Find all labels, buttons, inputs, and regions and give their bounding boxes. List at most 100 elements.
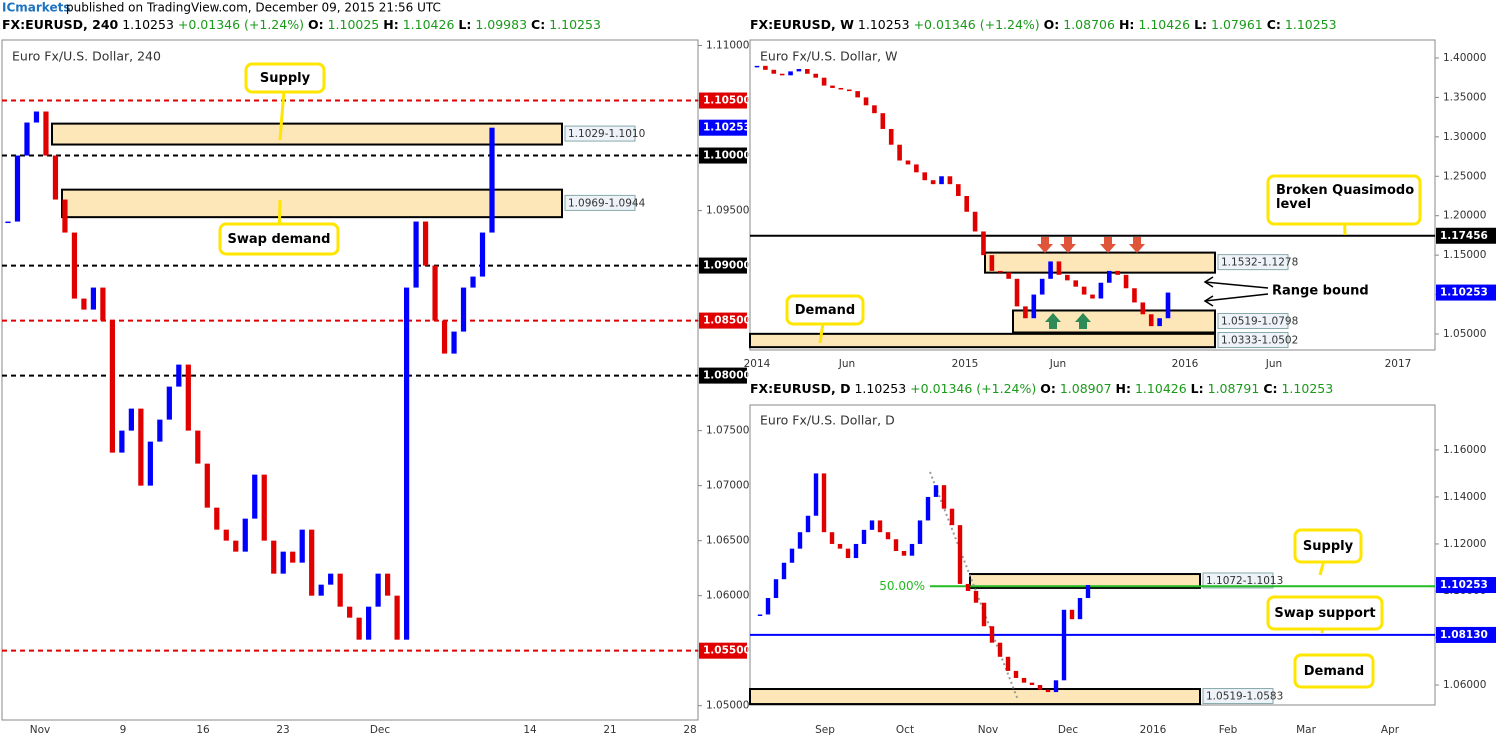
candle <box>290 551 296 563</box>
callout-text: Supply <box>1303 539 1354 554</box>
arrow-marker <box>1060 237 1076 253</box>
level-label: 1.05500 <box>703 645 751 657</box>
ohlc: 1.10253 <box>1285 17 1337 32</box>
y-tick-label: 1.20000 <box>1443 210 1486 222</box>
candle <box>1073 280 1079 287</box>
candle <box>973 590 979 603</box>
level-label: 1.08130 <box>1440 629 1488 641</box>
candle <box>109 320 116 453</box>
candle <box>24 122 30 156</box>
candle <box>1053 680 1059 693</box>
candle <box>233 540 239 552</box>
ohlc: 1.10253 <box>549 17 601 32</box>
candle <box>821 77 827 86</box>
x-tick-label: Oct <box>896 724 914 736</box>
zone-label-box <box>1217 331 1289 348</box>
zone-label: 1.1532-1.1278 <box>1221 257 1298 269</box>
candle <box>1023 306 1028 319</box>
candle <box>897 144 902 161</box>
candle <box>947 176 953 185</box>
x-tick-label: Dec <box>370 724 391 736</box>
x-tick-label: Jun <box>1049 358 1066 370</box>
x-tick-label: Feb <box>1219 724 1238 736</box>
y-tick-label: 1.06000 <box>706 590 749 602</box>
zone-label-box <box>564 194 636 211</box>
level-label: 1.08000 <box>703 370 751 382</box>
callout-box <box>1266 595 1384 631</box>
candle <box>195 430 201 464</box>
zone <box>749 688 1201 706</box>
candle <box>964 195 970 212</box>
level-label: 1.10000 <box>703 150 751 162</box>
candle <box>1005 656 1011 671</box>
level-label-box <box>699 147 747 164</box>
ohlc: O: <box>1044 17 1060 32</box>
chart-panel: FX:EURUSD, W 1.10253 +0.01346 (+1.24%) O… <box>744 17 1496 370</box>
candle <box>1123 274 1129 289</box>
candle <box>909 543 915 556</box>
zone-label: 1.1072-1.1013 <box>1206 575 1283 587</box>
y-tick-label: 1.06500 <box>706 535 749 547</box>
candle <box>901 551 907 556</box>
candle <box>829 532 835 544</box>
candle <box>166 386 172 420</box>
candle <box>62 199 68 233</box>
x-tick-label: Jun <box>838 358 855 370</box>
candle <box>81 298 87 310</box>
candle <box>1085 585 1091 599</box>
chart-title: Euro Fx/U.S. Dollar, D <box>760 413 895 428</box>
callout-arrow-head <box>1203 295 1214 307</box>
candle <box>470 276 476 288</box>
candle <box>33 111 40 123</box>
candle <box>788 71 793 76</box>
x-tick-label: 2015 <box>952 358 979 370</box>
candle <box>432 265 438 321</box>
zone <box>969 573 1201 589</box>
candle <box>1039 278 1045 295</box>
candle <box>933 485 939 497</box>
y-tick-label: 1.05000 <box>706 700 749 712</box>
level-label: 1.10500 <box>703 95 751 107</box>
y-tick-label: 1.07000 <box>706 480 749 492</box>
candle <box>997 642 1003 657</box>
candle <box>328 573 334 585</box>
candle <box>779 73 785 76</box>
candle <box>100 287 106 321</box>
candle <box>1037 685 1043 690</box>
chart-header: FX:EURUSD, D 1.10253 +0.01346 (+1.24%) O… <box>750 381 1333 396</box>
candle <box>1006 272 1011 279</box>
arrow-marker <box>1075 313 1091 329</box>
candle <box>941 485 947 509</box>
candle <box>375 573 381 607</box>
candle <box>1157 318 1162 327</box>
callout-label: Supply <box>1303 539 1354 554</box>
ohlc: 1.08791 <box>1208 381 1260 396</box>
candle <box>479 232 486 277</box>
ohlc: 1.08706 <box>1063 17 1115 32</box>
zone <box>61 188 563 219</box>
ohlc: L: <box>1194 17 1207 32</box>
zone <box>749 332 1216 349</box>
callout-box <box>1293 653 1375 689</box>
y-tick-label: 1.14000 <box>1443 491 1486 503</box>
zone-label-box <box>1217 312 1289 329</box>
y-tick-label: 1.25000 <box>1443 170 1486 182</box>
callout-arrow-head <box>1203 276 1214 288</box>
candle <box>223 529 229 541</box>
callout-text: Range bound <box>1272 284 1369 299</box>
candle <box>261 474 267 541</box>
callout-text: Swap support <box>1274 606 1375 621</box>
candle <box>1031 294 1037 319</box>
candle <box>757 614 763 616</box>
candle <box>43 111 49 156</box>
ohlc: H: <box>1119 17 1134 32</box>
candle <box>997 270 1003 273</box>
x-tick-label: 28 <box>683 724 696 736</box>
candle <box>1065 274 1070 281</box>
candle <box>853 543 859 559</box>
callout-label: Demand <box>795 303 856 318</box>
symbol: FX:EURUSD, D <box>750 381 851 396</box>
level-label: 1.08500 <box>703 315 751 327</box>
candle <box>1077 598 1083 620</box>
ohlc: 1.10025 <box>328 17 380 32</box>
